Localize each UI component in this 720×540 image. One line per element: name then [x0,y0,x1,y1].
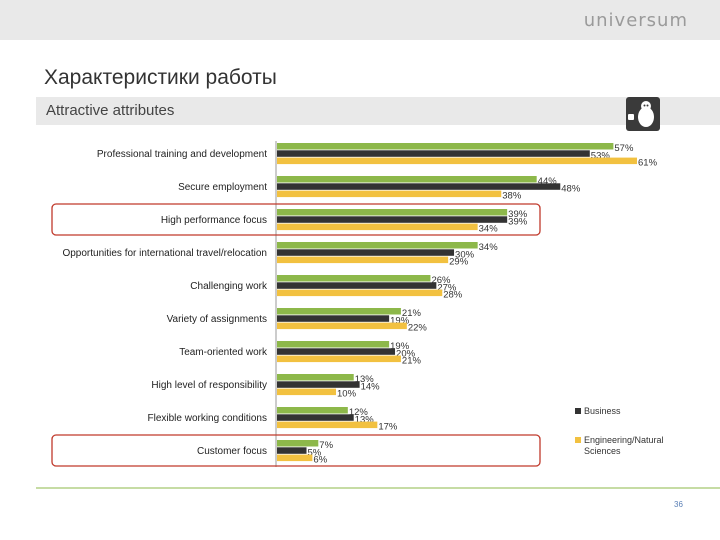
bar [277,176,537,183]
highlight-box [51,434,541,467]
bar [277,414,354,421]
legend-swatch [575,408,581,414]
page-title: Характеристики работы [44,66,277,89]
bar [277,454,313,462]
bar [277,183,561,190]
data-label: 21% [402,356,422,367]
highlight-box [51,203,541,236]
bar [277,308,401,315]
data-label: 30% [455,249,475,260]
data-label: 20% [396,348,416,359]
universum-logo: universum [583,10,688,31]
data-label: 13% [355,374,375,385]
bar [277,256,449,264]
category-label: Secure employment [178,182,267,193]
category-label: Challenging work [190,281,268,292]
data-label: 39% [508,209,528,220]
bar [277,223,478,231]
chart-subtitle: Attractive attributes [46,102,175,119]
bar [277,341,390,348]
bar [277,249,455,256]
bar [277,381,360,388]
data-label: 34% [479,224,499,235]
bar [277,348,396,355]
category-label: Customer focus [197,446,267,457]
bar [277,374,354,381]
bar [277,289,443,297]
bar [277,447,307,454]
bar [277,143,614,150]
bar [277,322,407,330]
data-label: 5% [308,447,322,458]
data-label: 44% [538,176,558,187]
bar [277,216,508,223]
bar [277,242,478,249]
data-label: 39% [508,216,528,227]
data-label: 48% [561,183,581,194]
legend-label: Sciences [584,446,621,456]
data-label: 7% [319,440,333,451]
bar [277,355,401,363]
data-label: 53% [591,150,611,161]
category-label: Professional training and development [97,149,267,160]
category-label: Opportunities for international travel/r… [62,248,267,259]
category-label: Team-oriented work [179,347,268,358]
subtitle-bar: Attractive attributes [36,97,720,125]
bar [277,190,502,198]
data-label: 57% [614,143,634,154]
data-label: 10% [337,389,357,400]
bar [277,407,348,414]
legend-label: Engineering/Natural [584,435,664,445]
bar [277,388,337,396]
page-number: 36 [674,500,683,509]
bar [277,150,590,157]
bar [277,421,378,429]
data-label: 14% [361,381,381,392]
bar [277,282,437,289]
data-label: 61% [638,158,658,169]
data-label: 6% [313,455,327,466]
header-bar: universum [0,0,720,40]
penguin-icon [626,97,660,131]
data-label: 29% [449,257,469,268]
bar [277,275,431,282]
bar [277,315,390,322]
category-label: High performance focus [161,215,267,226]
data-label: 22% [408,323,428,334]
data-label: 13% [355,414,375,425]
data-label: 17% [378,422,398,433]
legend-label: Business [584,406,621,416]
legend-swatch [575,437,581,443]
data-label: 28% [443,290,463,301]
category-label: Flexible working conditions [147,413,267,424]
bar [277,157,637,165]
bar [277,209,508,216]
data-label: 38% [502,191,522,202]
bar [277,440,319,447]
data-label: 12% [349,407,369,418]
category-label: Variety of assignments [167,314,267,325]
data-label: 26% [431,275,451,286]
data-label: 27% [437,282,457,293]
category-label: High level of responsibility [151,380,267,391]
data-label: 19% [390,315,410,326]
data-label: 19% [390,341,410,352]
data-label: 21% [402,308,422,319]
data-label: 34% [479,242,499,253]
